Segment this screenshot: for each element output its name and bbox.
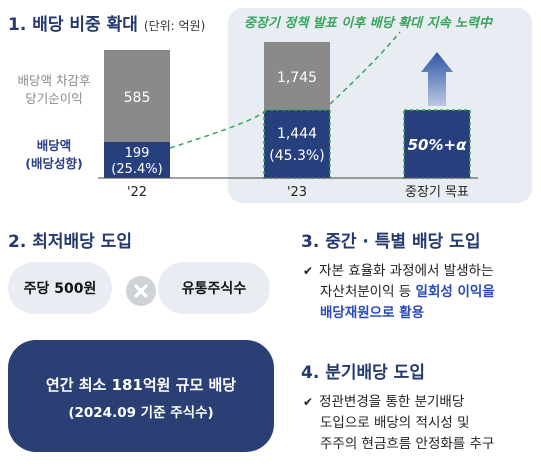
section2-title: 2. 최저배당 도입 <box>8 232 132 252</box>
trend-line <box>169 31 401 149</box>
label-dividend-0: 199 <box>125 146 150 161</box>
label-dividend-1: 1,444 <box>277 126 317 142</box>
per-share-pill: 주당 500원 <box>8 262 112 314</box>
x-tick-label-1: '23 <box>287 185 307 200</box>
x-tick-label-2: 중장기 목표 <box>405 185 469 200</box>
label-net-income-0: 585 <box>124 90 151 106</box>
highlight-dividend-source: 배당재원으로 활용 <box>320 305 425 321</box>
bar-net-income-1 <box>264 42 330 110</box>
row-label-dividend: 배당액 (배당성향) <box>25 138 83 171</box>
check-icon: ✔ <box>303 264 314 278</box>
unit-label: (단위: 억원) <box>143 19 206 33</box>
bar-dividend-0 <box>104 142 170 178</box>
x-tick-label-0: '22 <box>127 185 147 200</box>
section4-bullet: ✔ 정관변경을 통한 분기배당 도입으로 배당의 적시성 및 주주의 현금흐름 안… <box>303 394 495 452</box>
label-target-payout: 50%+α <box>408 136 467 154</box>
row-label-net-income: 배당액 차감후 당기순이익 <box>17 73 91 106</box>
share-count-basis: (2024.09 기준 주식수) <box>68 405 214 421</box>
highlight-dividend-target <box>403 109 471 179</box>
policy-banner: 중장기 정책 발표 이후 배당 확대 지속 노력中 <box>244 16 493 31</box>
label-payout-0: (25.4%) <box>111 162 162 177</box>
up-arrow-icon <box>421 52 453 106</box>
section1-title: 1. 배당 비중 확대 (단위: 억원) <box>8 15 206 35</box>
bar-net-income-0 <box>104 50 170 142</box>
highlight-dividend-2023 <box>263 109 331 179</box>
shares-outstanding-pill: 유통주식수 <box>158 262 270 314</box>
section3-title: 3. 중간 · 특별 배당 도입 <box>301 232 481 252</box>
label-payout-1: (45.3%) <box>269 148 324 164</box>
bar-target-dividend <box>404 110 470 178</box>
multiply-icon <box>126 276 156 306</box>
highlight-one-time-profit: 일회성 이익을 <box>415 284 495 300</box>
section3-bullet: ✔ 자본 효율화 과정에서 발생하는 자산처분이익 등 일회성 이익을 배당재원으… <box>303 261 539 324</box>
check-icon: ✔ <box>303 395 314 409</box>
bar-dividend-1 <box>264 110 330 178</box>
dividend-chart: 585 199(25.4%) 1,745 1,444 (45.3%) 50%+α '22 '2… <box>98 31 478 200</box>
minimum-dividend-amount: 연간 최소 181억원 규모 배당 <box>45 376 237 394</box>
label-net-income-1: 1,745 <box>277 70 317 86</box>
minimum-dividend-box: 연간 최소 181억원 규모 배당 (2024.09 기준 주식수) <box>8 340 274 452</box>
section4-title: 4. 분기배당 도입 <box>301 363 425 383</box>
